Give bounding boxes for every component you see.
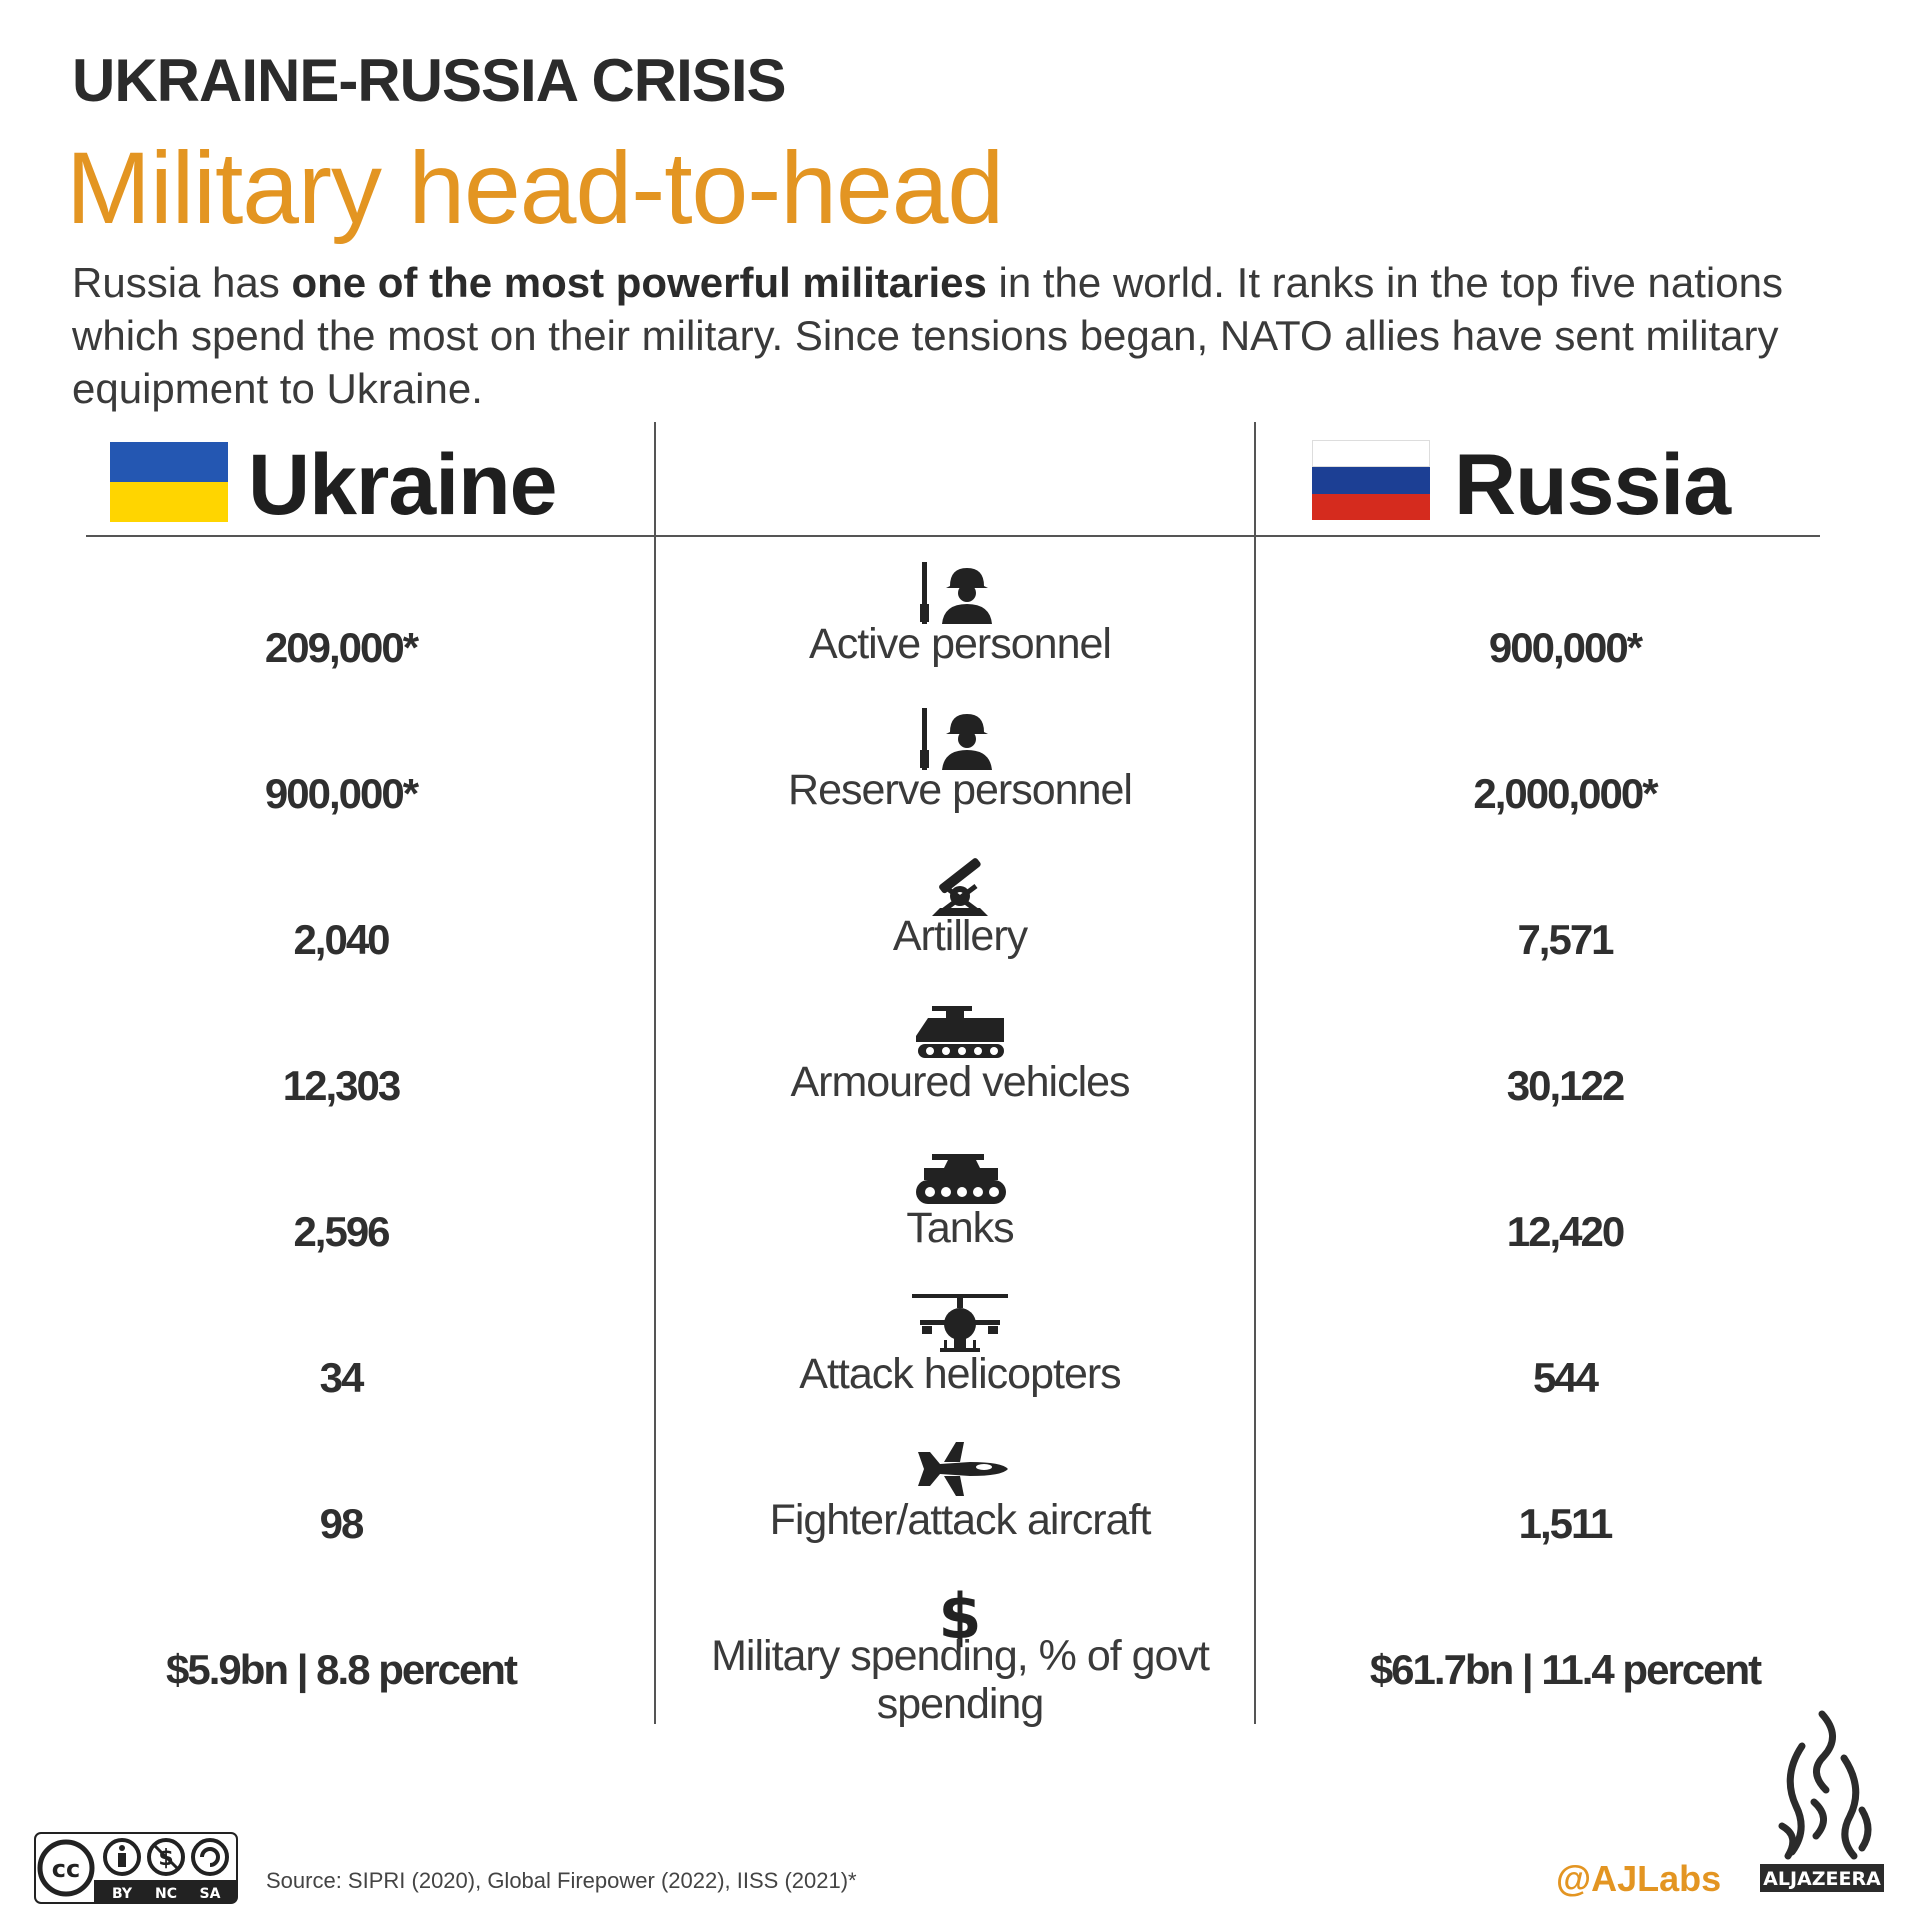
category-label: Artillery [892, 912, 1028, 960]
ukraine-flag [110, 442, 228, 522]
ukraine-heading: Ukraine [248, 437, 557, 533]
svg-text:$: $ [938, 1582, 981, 1648]
row-military-spending: $5.9bn | 8.8 percent $ Military spending… [0, 1582, 1921, 1732]
aljazeera-logo: ALJAZEERA [1760, 1710, 1884, 1892]
soldier-icon [920, 562, 992, 624]
category-label: Fighter/attack aircraft [769, 1496, 1152, 1544]
ukraine-value: $5.9bn | 8.8 percent [166, 1646, 518, 1693]
category-label: Tanks [906, 1204, 1014, 1252]
soldier-icon [920, 708, 992, 770]
aljazeera-wordmark: ALJAZEERA [1763, 1868, 1881, 1890]
creative-commons-license-icon: cc $ BY NC SA [34, 1832, 238, 1904]
column-divider-left [654, 422, 656, 1724]
russia-flag-white [1312, 440, 1430, 467]
russia-flag-red [1312, 494, 1430, 520]
svg-text:cc: cc [52, 1855, 80, 1883]
header-rule [86, 535, 1820, 537]
row-artillery: 2,040 Artillery 7,571 [0, 852, 1921, 998]
category-label: Attack helicopters [799, 1350, 1121, 1398]
helicopter-icon [912, 1294, 1008, 1352]
russia-value: 2,000,000* [1473, 770, 1658, 817]
ukraine-value: 209,000* [264, 624, 419, 671]
ukraine-flag-blue [110, 442, 228, 482]
dollar-icon: $ [938, 1582, 981, 1648]
row-reserve-personnel: 900,000* Reserve personnel 2,000,000* [0, 706, 1921, 852]
row-active-personnel: 209,000* Active personnel 900,000* [0, 560, 1921, 706]
row-tanks: 2,596 Tanks 12,420 [0, 1144, 1921, 1290]
ukraine-value: 12,303 [282, 1062, 401, 1109]
license-sa: SA [200, 1886, 221, 1902]
russia-value: 12,420 [1506, 1208, 1625, 1255]
russia-heading: Russia [1454, 437, 1731, 533]
category-label: Armoured vehicles [790, 1058, 1130, 1106]
intro-bold: one of the most powerful militaries [291, 259, 987, 306]
russia-value: $61.7bn | 11.4 percent [1369, 1646, 1762, 1693]
category-label: Reserve personnel [788, 766, 1133, 814]
ukraine-value: 2,040 [293, 916, 390, 963]
ukraine-flag-yellow [110, 482, 228, 522]
kicker: UKRAINE-RUSSIA CRISIS [72, 47, 787, 114]
intro-before: Russia has [72, 259, 292, 306]
intro-text: Russia has one of the most powerful mili… [72, 256, 1872, 415]
russia-flag-blue [1312, 467, 1430, 494]
license-by: BY [112, 1886, 133, 1902]
armoured-vehicle-icon [916, 1006, 1004, 1058]
license-nc: NC [155, 1886, 177, 1902]
ukraine-value: 34 [319, 1354, 365, 1401]
category-label: Active personnel [809, 620, 1112, 668]
page-title: Military head-to-head [66, 131, 1004, 245]
ukraine-value: 900,000* [264, 770, 419, 817]
ukraine-value: 98 [319, 1500, 365, 1547]
row-armoured-vehicles: 12,303 Armoured vehicles 30,122 [0, 998, 1921, 1144]
column-divider-right [1254, 422, 1256, 1724]
source-note: Source: SIPRI (2020), Global Firepower (… [266, 1868, 857, 1893]
row-fighter-aircraft: 98 Fighter/attack aircraft 1,511 [0, 1436, 1921, 1582]
category-label: Military spending, % of govt spending [711, 1632, 1210, 1728]
russia-value: 544 [1532, 1354, 1599, 1401]
ukraine-value: 2,596 [293, 1208, 390, 1255]
fighter-jet-icon [918, 1442, 1008, 1496]
ajlabs-handle: @AJLabs [1556, 1858, 1722, 1899]
row-attack-helicopters: 34 Attack helicopters 544 [0, 1290, 1921, 1436]
russia-flag [1312, 440, 1430, 520]
russia-value: 900,000* [1488, 624, 1643, 671]
artillery-icon [932, 858, 988, 916]
russia-value: 30,122 [1506, 1062, 1625, 1109]
russia-value: 1,511 [1518, 1500, 1614, 1547]
russia-value: 7,571 [1517, 916, 1614, 963]
tank-icon [916, 1154, 1006, 1204]
intro-after: in the world. It ranks in the top five n… [72, 259, 1783, 412]
